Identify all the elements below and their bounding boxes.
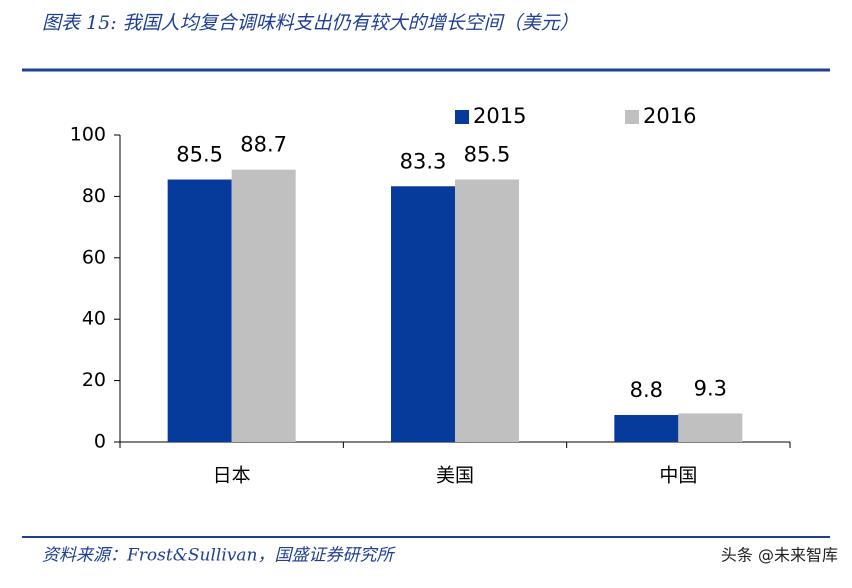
y-tick-label: 80: [82, 185, 106, 207]
bar: [455, 179, 519, 442]
legend-label: 2016: [643, 104, 696, 128]
y-tick-label: 40: [82, 308, 106, 330]
value-label: 8.8: [630, 378, 663, 402]
x-tick-label: 中国: [659, 465, 697, 487]
legend-swatch: [455, 110, 469, 124]
y-tick-label: 20: [82, 369, 106, 391]
watermark: 头条 @未来智库: [721, 546, 838, 565]
value-label: 88.7: [240, 133, 287, 157]
x-tick-label: 日本: [213, 465, 251, 487]
value-label: 85.5: [176, 143, 223, 167]
value-label: 85.5: [464, 143, 511, 167]
chart-title: 图表 15: 我国人均复合调味料支出仍有较大的增长空间（美元）: [42, 12, 579, 34]
bar: [614, 414, 679, 442]
y-tick-label: 0: [94, 431, 106, 453]
x-tick-label: 美国: [436, 465, 474, 487]
bar: [678, 413, 743, 442]
bar: [391, 186, 455, 442]
y-tick-label: 60: [82, 246, 106, 268]
source-note: 资料来源：Frost&Sullivan，国盛证券研究所: [42, 546, 396, 566]
value-label: 83.3: [400, 149, 447, 173]
bar: [231, 169, 296, 443]
bar: [167, 179, 232, 442]
legend-label: 2015: [473, 104, 526, 128]
legend-swatch: [625, 110, 639, 124]
value-label: 9.3: [694, 376, 727, 400]
y-tick-label: 100: [70, 124, 106, 146]
